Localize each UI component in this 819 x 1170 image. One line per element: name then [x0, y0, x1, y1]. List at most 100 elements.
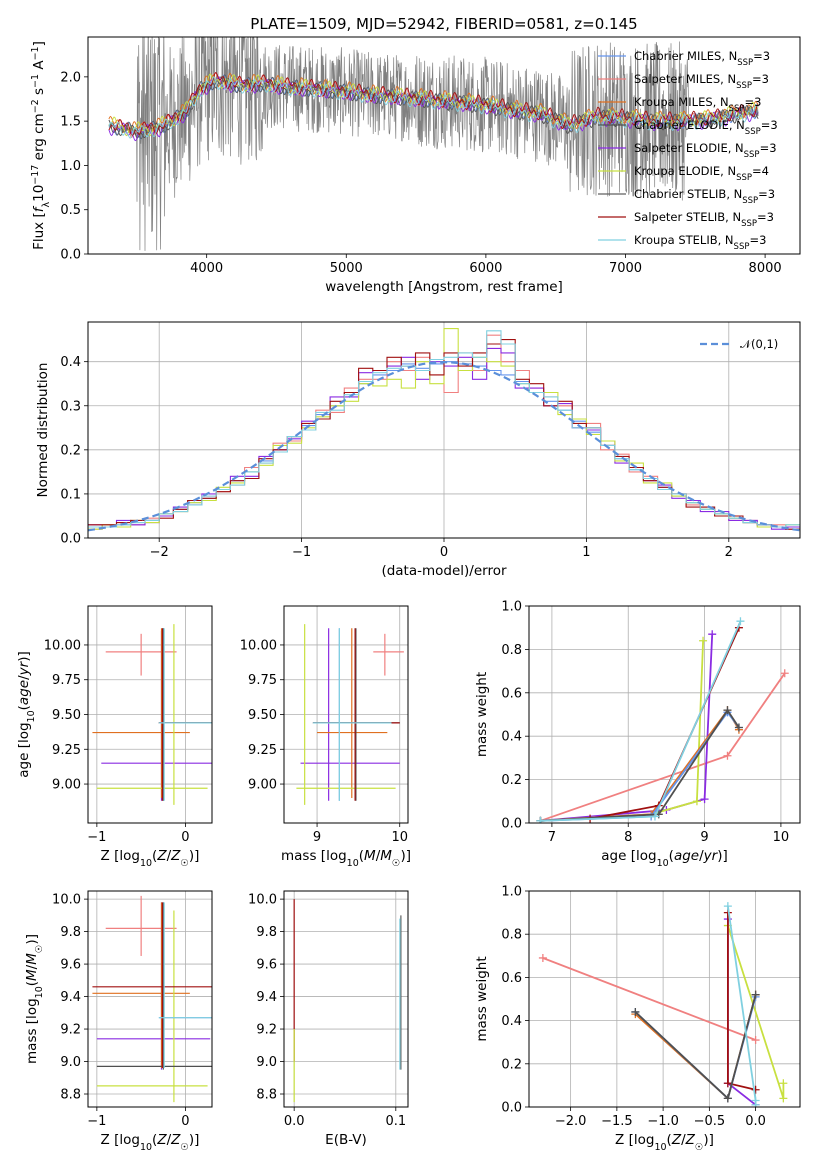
x-axis-label-part: 10: [654, 1142, 666, 1153]
x-tick-label: 0.0: [284, 1114, 305, 1129]
y-axis-label-part: λ: [41, 202, 52, 208]
x-tick-label: −1.0: [647, 1114, 679, 1129]
legend-nssp: =3: [760, 141, 777, 155]
model-spectrum-7: [108, 72, 759, 137]
legend-entry: Chabrier ELODIE, NSSP=3: [634, 118, 778, 137]
x-tick-label: −1.5: [601, 1114, 633, 1129]
x-axis-label-part: )]: [703, 1132, 714, 1148]
weight-point: [538, 953, 547, 962]
legend-nssp: =3: [749, 233, 766, 247]
y-tick-label: 9.6: [60, 958, 81, 973]
y-tick-label: 0.6: [501, 686, 522, 701]
x-tick-label: −1: [87, 1114, 106, 1129]
y-tick-label: 9.8: [60, 925, 81, 940]
weight-point: [699, 636, 708, 645]
weight-point: [751, 990, 760, 999]
y-tick-label: 8.8: [60, 1088, 81, 1103]
x-axis-label-part: Z: [170, 1132, 181, 1148]
weight-point: [751, 1085, 760, 1094]
y-tick-label: 0.3: [60, 399, 81, 414]
weight-point: [779, 1079, 788, 1088]
y-tick-label: 9.50: [248, 708, 277, 723]
y-axis-label: Normed distribution: [35, 363, 51, 498]
legend-nssp: =3: [752, 72, 769, 86]
plot-residuals: −2 −1 0 1 2 0.0 0.1 0.2 0.3 0.4: [60, 321, 801, 560]
x-axis-label-part: age: [674, 848, 699, 864]
y-axis-label-part: log: [24, 998, 40, 1019]
legend-model-name: Salpeter STELIB, N: [634, 210, 741, 224]
weight-point: [734, 723, 743, 732]
x-tick-label: 10: [391, 830, 408, 845]
legend-sub: SSP: [729, 104, 745, 114]
y-axis-label: mass [log10(M/M☉)]: [24, 934, 45, 1064]
figure-title: PLATE=1509, MJD=52942, FIBERID=0581, z=0…: [250, 15, 637, 33]
y-tick-label: 1.0: [501, 600, 522, 615]
x-axis-label: age [log10(age/yr)]: [601, 848, 728, 869]
x-axis-label-part: Z [: [101, 848, 120, 864]
residual-histogram-5: [88, 330, 800, 528]
x-axis-label-part: mass [: [281, 848, 326, 864]
x-axis-label-part: (: [152, 1132, 157, 1148]
legend-nssp: =3: [758, 187, 775, 201]
x-axis-label-part: Z: [671, 1132, 682, 1148]
legend-sub: SSP: [734, 242, 750, 252]
weight-series-0: [542, 957, 756, 1041]
x-axis-label-part: /: [167, 1132, 172, 1148]
legend-sub: SSP: [744, 150, 760, 160]
legend-model-name: Kroupa MILES, N: [634, 95, 729, 109]
legend-entry: Salpeter STELIB, NSSP=3: [634, 210, 774, 229]
y-axis-label-part: age [: [16, 743, 32, 778]
y-tick-label: 9.75: [248, 673, 277, 688]
x-axis-label-part: log: [326, 848, 347, 864]
x-tick-label: 9: [700, 830, 708, 845]
weight-point: [700, 795, 709, 804]
weight-point: [708, 630, 717, 639]
x-tick-label: 0: [181, 1114, 189, 1129]
y-axis-label-part: −2: [30, 99, 41, 113]
y-axis-label-part: ☉: [34, 945, 45, 954]
x-tick-label: −2.0: [555, 1114, 587, 1129]
x-axis-label-part: (: [359, 848, 364, 864]
x-tick-label: 6000: [469, 261, 502, 276]
x-axis-label-part: 10: [140, 858, 152, 869]
y-tick-label: 0.0: [60, 532, 81, 547]
x-axis-label-part: log: [119, 1132, 140, 1148]
legend-model-name: Salpeter ELODIE, N: [634, 141, 744, 155]
y-tick-label: 10.00: [44, 638, 81, 653]
x-axis-label: wavelength [Angstrom, rest frame]: [325, 279, 563, 295]
y-axis-label: Flux [fλ10−17 erg cm−2 s−1 A−1]: [30, 41, 52, 250]
axes-frame: [283, 890, 409, 1108]
axes-frame: [87, 890, 213, 1108]
x-axis-label-part: )]: [189, 848, 200, 864]
x-tick-label: 0: [440, 545, 448, 560]
y-tick-label: 9.0: [256, 1055, 277, 1070]
x-tick-label: 9: [313, 830, 321, 845]
y-tick-label: 9.00: [52, 778, 81, 793]
plot-age-vs-mass: 9 10 9.00 9.25 9.50 9.75 10.00: [240, 605, 409, 845]
x-axis-label-part: /: [167, 848, 172, 864]
x-axis-label-part: wavelength [Angstrom, rest frame]: [325, 279, 563, 295]
x-tick-label: 0.0: [745, 1114, 766, 1129]
x-axis-label-part: ☉: [392, 858, 401, 869]
y-axis-label-part: 10: [31, 185, 47, 202]
legend-nssp: =3: [757, 210, 774, 224]
weight-point: [692, 797, 701, 806]
x-tick-label: 5000: [330, 261, 363, 276]
y-tick-label: 10.0: [248, 893, 277, 908]
y-tick-label: 0.5: [60, 203, 81, 218]
legend-entry: Kroupa ELODIE, NSSP=4: [634, 164, 769, 183]
y-tick-label: 0.0: [501, 1101, 522, 1116]
legend-sub: SSP: [736, 81, 752, 91]
plot-mass-vs-ebv: 0.0 0.1 8.8 9.0 9.2 9.4 9.6 9.8 10.0: [248, 890, 409, 1129]
x-axis-label: E(B-V): [325, 1132, 367, 1148]
x-axis-label-part: (: [669, 848, 674, 864]
legend-model-name: Salpeter MILES, N: [634, 72, 736, 86]
y-axis-label-part: (: [24, 981, 40, 986]
y-axis-label-part: 10: [34, 986, 45, 998]
legend-sub: SSP: [742, 196, 758, 206]
y-tick-label: 9.25: [248, 743, 277, 758]
y-axis-label-part: age: [16, 680, 32, 705]
y-axis-label-part: mass weight: [474, 672, 490, 757]
